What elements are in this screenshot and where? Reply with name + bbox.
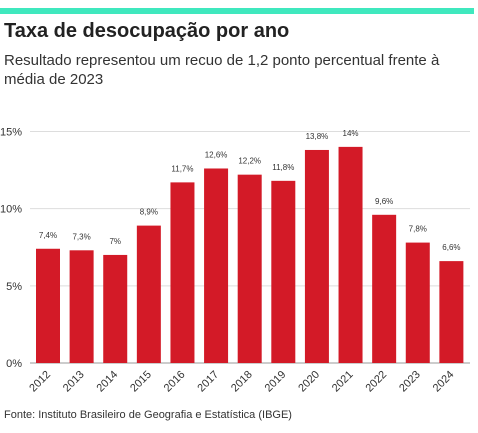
x-tick-label: 2014 [95, 369, 121, 395]
bar-2021 [338, 146, 363, 363]
x-tick-label: 2019 [263, 369, 289, 395]
x-tick-label: 2012 [27, 369, 53, 395]
data-label: 12,2% [238, 157, 261, 166]
data-label: 12,6% [205, 150, 228, 159]
x-tick-label: 2015 [128, 369, 154, 395]
bar-2020 [304, 149, 329, 363]
bar-2022 [372, 214, 397, 363]
chart-title: Taxa de desocupação por ano [4, 20, 290, 42]
bar-2023 [405, 242, 430, 363]
bar-2012 [36, 248, 60, 363]
x-tick-label: 2022 [363, 369, 389, 395]
source-note: Fonte: Instituto Brasileiro de Geografia… [4, 409, 292, 421]
data-label: 14% [343, 129, 359, 138]
x-tick-label: 2020 [296, 369, 322, 395]
bar-2015 [136, 225, 161, 363]
bar-2017 [204, 168, 229, 363]
y-tick-label: 0% [6, 358, 22, 370]
data-label: 9,6% [375, 197, 393, 206]
bar-2018 [237, 174, 262, 363]
data-label: 6,6% [442, 243, 460, 252]
data-label: 7,3% [72, 232, 90, 241]
data-label: 11,7% [171, 164, 193, 173]
x-tick-label: 2024 [431, 369, 457, 395]
bar-2014 [103, 254, 128, 363]
x-tick-label: 2023 [397, 369, 423, 395]
x-tick-label: 2021 [330, 369, 356, 395]
x-tick-label: 2016 [162, 369, 188, 395]
data-label: 7,8% [409, 225, 427, 234]
bar-2016 [170, 182, 195, 363]
data-label: 7,4% [39, 231, 57, 240]
chart-subtitle: Resultado representou um recuo de 1,2 po… [4, 52, 440, 88]
accent-bar [0, 8, 474, 14]
x-tick-label: 2017 [195, 369, 221, 395]
x-tick-label: 2018 [229, 369, 255, 395]
bar-chart: 0% 5% 10% 15% 7,4% 2012 7,3% 2013 7% 2014 8,9% 2015… [0, 126, 470, 395]
bar-2019 [271, 180, 296, 363]
data-label: 8,9% [140, 208, 158, 217]
data-label: 11,8% [272, 163, 294, 172]
x-tick-label: 2013 [61, 369, 87, 395]
bar-2013 [69, 250, 94, 363]
data-label: 13,8% [306, 132, 329, 141]
y-tick-label: 15% [0, 126, 22, 138]
y-tick-label: 5% [6, 281, 22, 293]
y-tick-label: 10% [0, 204, 22, 216]
data-label: 7% [109, 237, 121, 246]
bar-2024 [439, 261, 464, 363]
